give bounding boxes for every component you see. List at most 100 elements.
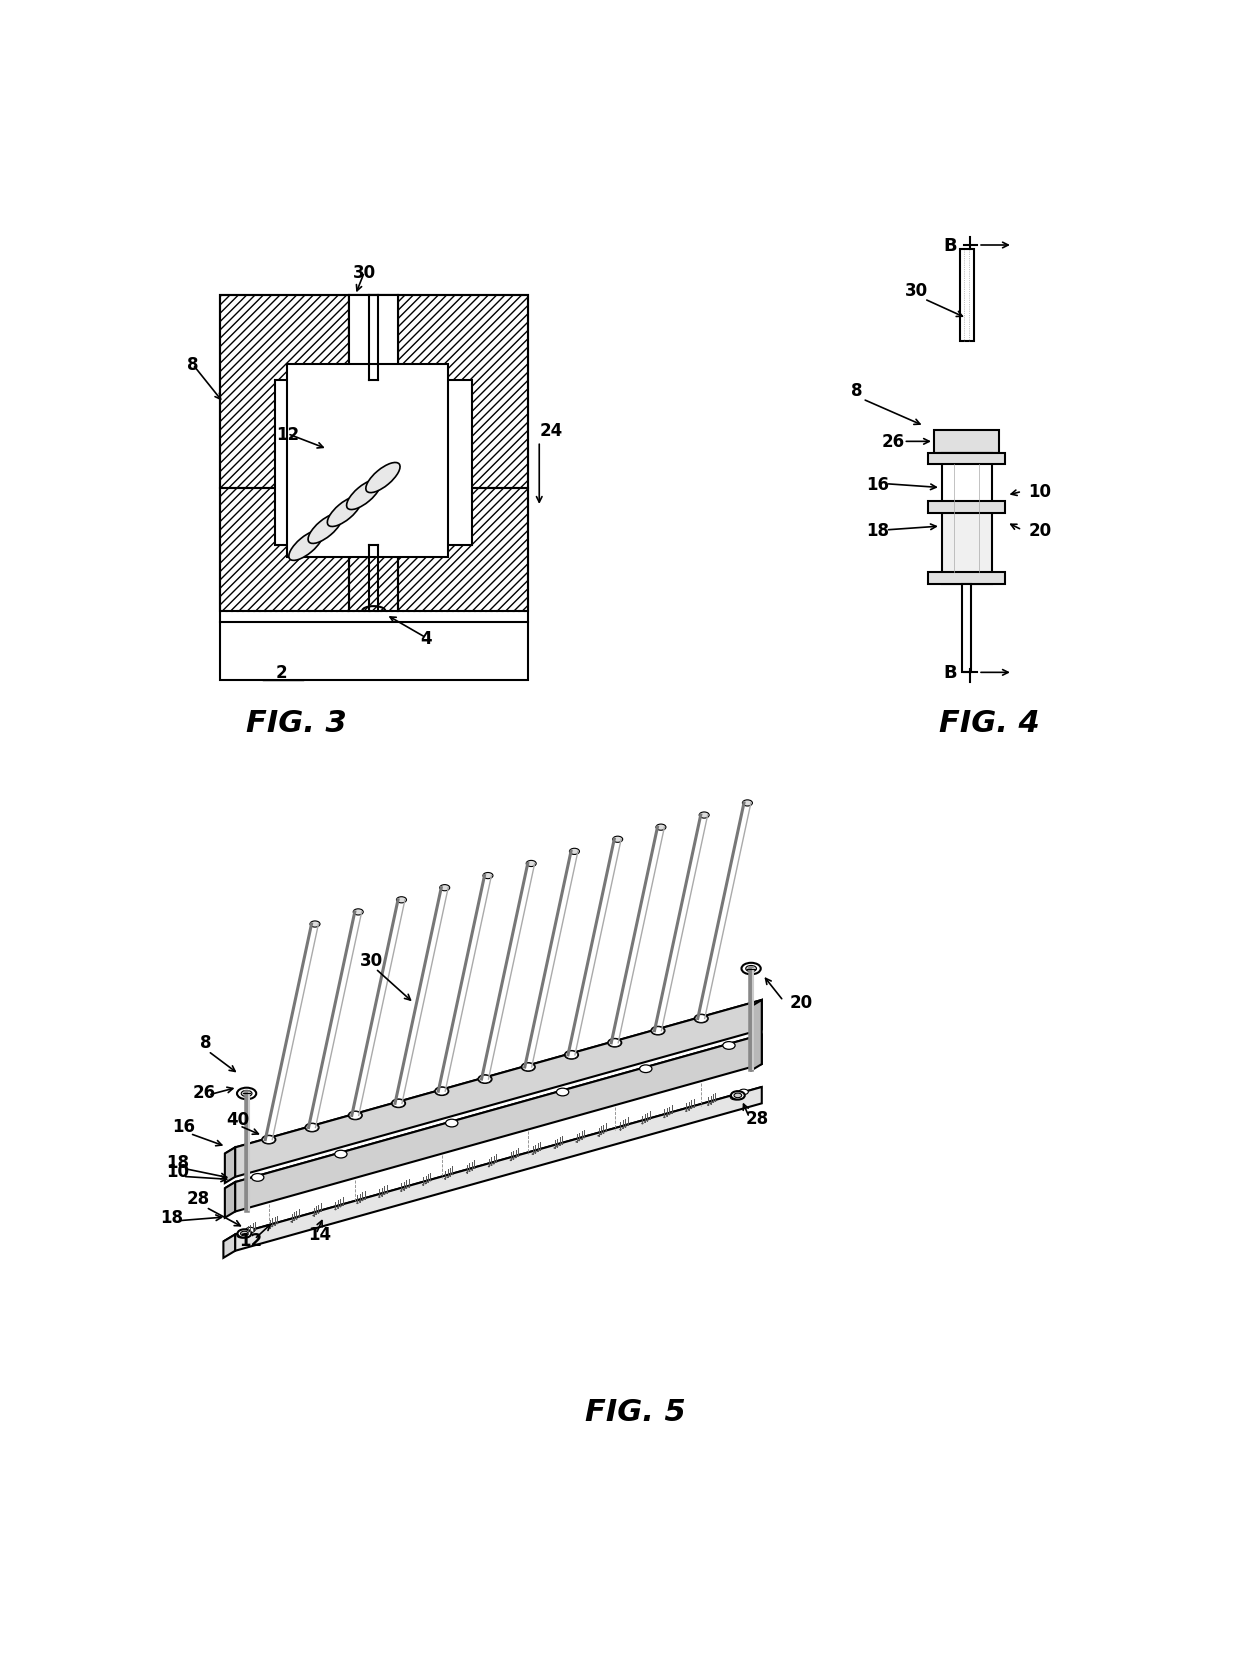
Ellipse shape bbox=[521, 1063, 536, 1072]
Ellipse shape bbox=[609, 1040, 621, 1047]
Ellipse shape bbox=[522, 1063, 534, 1072]
Ellipse shape bbox=[348, 1112, 362, 1120]
Ellipse shape bbox=[564, 1052, 578, 1060]
Ellipse shape bbox=[310, 922, 320, 927]
Text: 18: 18 bbox=[867, 521, 889, 539]
Polygon shape bbox=[236, 1087, 761, 1251]
Ellipse shape bbox=[263, 1137, 275, 1143]
Ellipse shape bbox=[526, 860, 536, 867]
Ellipse shape bbox=[308, 514, 342, 544]
Bar bbox=[941, 454, 992, 508]
Ellipse shape bbox=[723, 1042, 735, 1050]
Text: 12: 12 bbox=[275, 426, 299, 443]
Text: 12: 12 bbox=[239, 1231, 262, 1250]
Ellipse shape bbox=[652, 1027, 665, 1035]
Text: 40: 40 bbox=[227, 1110, 249, 1128]
Bar bbox=[288, 364, 448, 557]
Text: 24: 24 bbox=[539, 421, 563, 439]
Text: 2: 2 bbox=[275, 664, 288, 682]
Text: 28: 28 bbox=[745, 1110, 769, 1127]
Ellipse shape bbox=[252, 1173, 264, 1181]
Ellipse shape bbox=[397, 897, 407, 904]
Bar bbox=[928, 454, 1006, 466]
Ellipse shape bbox=[353, 909, 363, 915]
Text: 16: 16 bbox=[867, 476, 889, 494]
Bar bbox=[941, 508, 992, 584]
Ellipse shape bbox=[565, 1052, 578, 1058]
Polygon shape bbox=[224, 1148, 236, 1183]
Ellipse shape bbox=[694, 1015, 708, 1023]
Text: 10: 10 bbox=[1028, 483, 1052, 501]
Polygon shape bbox=[236, 1035, 761, 1211]
Ellipse shape bbox=[656, 825, 666, 830]
Ellipse shape bbox=[482, 874, 494, 879]
Text: 30: 30 bbox=[353, 265, 376, 281]
Text: FIG. 3: FIG. 3 bbox=[247, 709, 347, 737]
Ellipse shape bbox=[392, 1100, 404, 1108]
Bar bbox=[960, 250, 973, 343]
Polygon shape bbox=[224, 1183, 236, 1218]
Ellipse shape bbox=[435, 1088, 448, 1095]
Ellipse shape bbox=[557, 1088, 569, 1097]
Bar bbox=[928, 572, 1006, 584]
Ellipse shape bbox=[730, 1095, 739, 1100]
Ellipse shape bbox=[696, 1015, 707, 1023]
Ellipse shape bbox=[335, 1150, 347, 1158]
Ellipse shape bbox=[613, 837, 622, 844]
Text: 28: 28 bbox=[187, 1190, 210, 1208]
Ellipse shape bbox=[445, 1120, 458, 1127]
Ellipse shape bbox=[350, 1112, 361, 1120]
Ellipse shape bbox=[739, 1090, 748, 1095]
Text: B: B bbox=[944, 236, 957, 255]
Text: 26: 26 bbox=[192, 1083, 216, 1102]
Text: 8: 8 bbox=[201, 1033, 212, 1052]
Text: 30: 30 bbox=[905, 281, 928, 300]
Text: 16: 16 bbox=[172, 1118, 195, 1135]
Ellipse shape bbox=[237, 1088, 257, 1100]
Ellipse shape bbox=[745, 965, 756, 972]
Ellipse shape bbox=[246, 1228, 255, 1233]
Ellipse shape bbox=[306, 1123, 319, 1132]
Ellipse shape bbox=[238, 1230, 252, 1238]
Text: 26: 26 bbox=[882, 433, 905, 451]
Ellipse shape bbox=[237, 1233, 246, 1238]
Bar bbox=[962, 584, 971, 672]
Ellipse shape bbox=[366, 463, 401, 493]
Polygon shape bbox=[236, 1000, 761, 1176]
Text: B: B bbox=[944, 664, 957, 682]
Bar bbox=[350, 296, 398, 381]
Ellipse shape bbox=[730, 1092, 745, 1100]
Ellipse shape bbox=[608, 1038, 621, 1047]
Text: 20: 20 bbox=[790, 993, 812, 1012]
Ellipse shape bbox=[743, 800, 753, 807]
Text: 20: 20 bbox=[1028, 521, 1052, 539]
Text: 10: 10 bbox=[166, 1161, 188, 1180]
Ellipse shape bbox=[392, 1100, 405, 1108]
Ellipse shape bbox=[289, 531, 324, 561]
Ellipse shape bbox=[440, 885, 450, 892]
Ellipse shape bbox=[242, 1090, 252, 1097]
Ellipse shape bbox=[699, 812, 709, 819]
Ellipse shape bbox=[435, 1087, 449, 1097]
Polygon shape bbox=[223, 1087, 761, 1241]
Text: 8: 8 bbox=[851, 383, 863, 399]
Ellipse shape bbox=[651, 1027, 665, 1035]
Text: 18: 18 bbox=[166, 1153, 188, 1171]
Ellipse shape bbox=[479, 1075, 492, 1083]
Text: FIG. 5: FIG. 5 bbox=[585, 1398, 686, 1426]
Ellipse shape bbox=[479, 1075, 491, 1083]
Ellipse shape bbox=[305, 1123, 319, 1132]
Text: 30: 30 bbox=[360, 952, 383, 968]
Bar bbox=[275, 381, 472, 546]
Polygon shape bbox=[751, 1000, 761, 1070]
Ellipse shape bbox=[241, 1231, 248, 1236]
Text: 4: 4 bbox=[420, 629, 432, 647]
Text: 18: 18 bbox=[161, 1208, 184, 1226]
Ellipse shape bbox=[327, 498, 362, 527]
Text: 8: 8 bbox=[187, 356, 198, 374]
Ellipse shape bbox=[742, 963, 761, 975]
Polygon shape bbox=[224, 1000, 761, 1153]
Ellipse shape bbox=[640, 1065, 652, 1073]
Ellipse shape bbox=[569, 849, 579, 855]
Bar bbox=[219, 296, 528, 681]
